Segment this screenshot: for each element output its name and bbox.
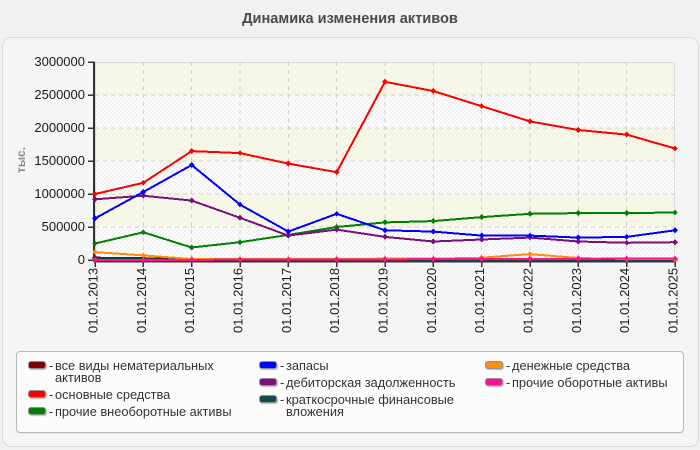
svg-text:01.01.2020: 01.01.2020: [424, 268, 439, 333]
svg-text:500000: 500000: [42, 219, 85, 234]
svg-text:01.01.2016: 01.01.2016: [231, 268, 246, 333]
svg-text:01.01.2015: 01.01.2015: [182, 268, 197, 333]
svg-text:01.01.2013: 01.01.2013: [86, 268, 101, 333]
svg-text:01.01.2017: 01.01.2017: [279, 268, 294, 333]
svg-text:2000000: 2000000: [34, 120, 85, 135]
svg-text:2500000: 2500000: [34, 87, 85, 102]
svg-text:01.01.2023: 01.01.2023: [569, 268, 584, 333]
svg-text:тыс.: тыс.: [14, 147, 28, 173]
svg-text:0: 0: [78, 252, 85, 267]
svg-text:1500000: 1500000: [34, 153, 85, 168]
svg-text:01.01.2018: 01.01.2018: [327, 268, 342, 333]
svg-text:3000000: 3000000: [34, 54, 85, 69]
svg-text:01.01.2021: 01.01.2021: [472, 268, 487, 333]
svg-text:01.01.2024: 01.01.2024: [617, 268, 632, 333]
svg-text:1000000: 1000000: [34, 186, 85, 201]
svg-text:01.01.2025: 01.01.2025: [666, 268, 681, 333]
svg-text:01.01.2014: 01.01.2014: [134, 268, 149, 333]
svg-text:01.01.2019: 01.01.2019: [376, 268, 391, 333]
svg-text:01.01.2022: 01.01.2022: [521, 268, 536, 333]
